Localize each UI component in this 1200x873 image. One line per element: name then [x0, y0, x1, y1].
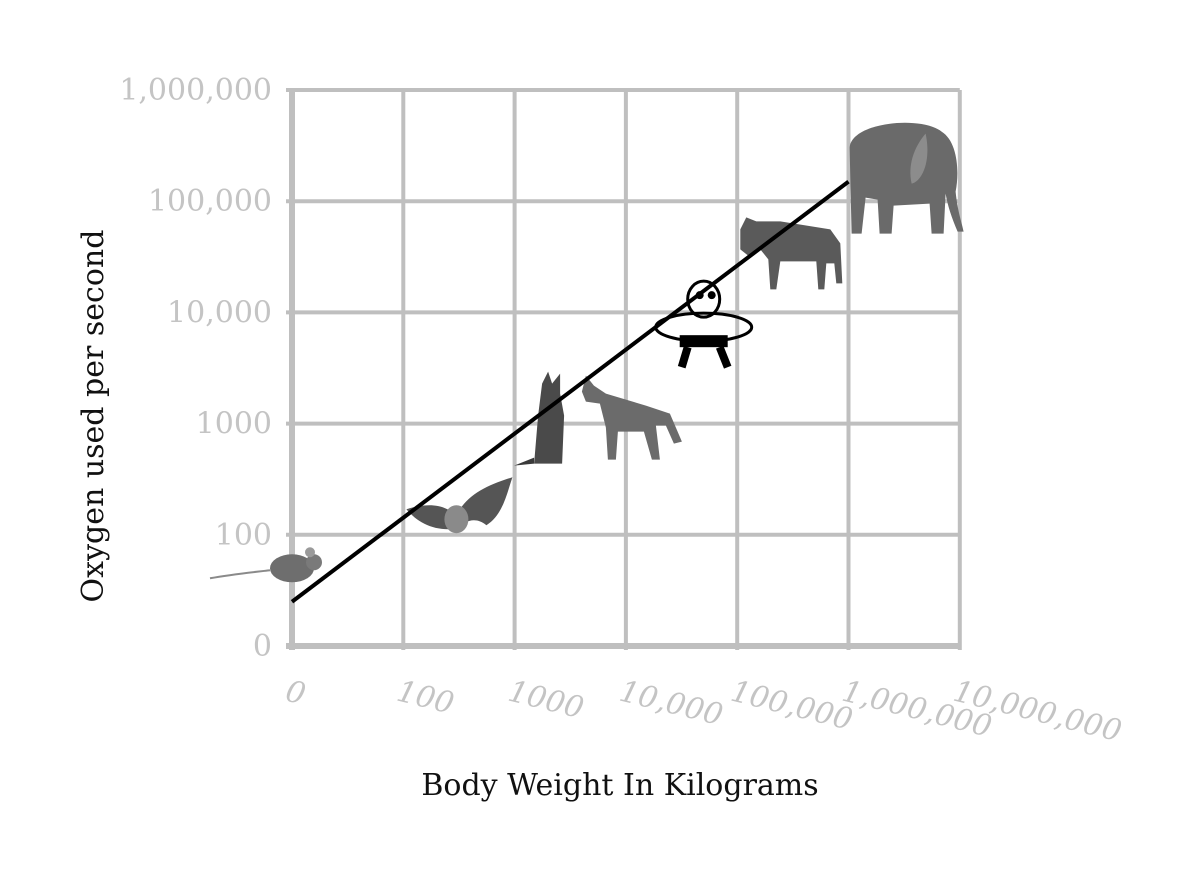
- y-tick-label: 10,000: [167, 295, 272, 330]
- series: [290, 180, 850, 604]
- y-tick-label: 0: [253, 629, 272, 664]
- x-tick-label: 10,000: [616, 674, 726, 733]
- x-axis-title: Body Weight In Kilograms: [421, 768, 818, 803]
- fox-icon: [514, 371, 565, 466]
- coyote-icon: [581, 375, 682, 460]
- cartoon-person-icon: [654, 279, 754, 369]
- y-axis-title: Oxygen used per second: [76, 230, 111, 603]
- y-tick-label: 100,000: [148, 184, 272, 219]
- y-tick-label: 100: [215, 518, 272, 553]
- x-tick-label: 100: [393, 674, 457, 722]
- y-tick-label: 1,000,000: [119, 73, 272, 108]
- trend-line: [290, 180, 850, 604]
- y-tick-labels: 0 100 1000 10,000 100,000 1,000,000: [119, 73, 272, 664]
- mouse-icon: [209, 547, 322, 583]
- x-tick-label: 0: [282, 674, 309, 713]
- x-tick-label: 1000: [505, 674, 588, 726]
- y-tick-label: 1000: [196, 407, 272, 442]
- x-tick-label: 100,000: [727, 674, 856, 738]
- elephant-icon: [849, 122, 964, 234]
- bat-icon: [406, 477, 513, 534]
- animal-illustrations: [209, 122, 964, 583]
- wildebeest-icon: [740, 217, 843, 290]
